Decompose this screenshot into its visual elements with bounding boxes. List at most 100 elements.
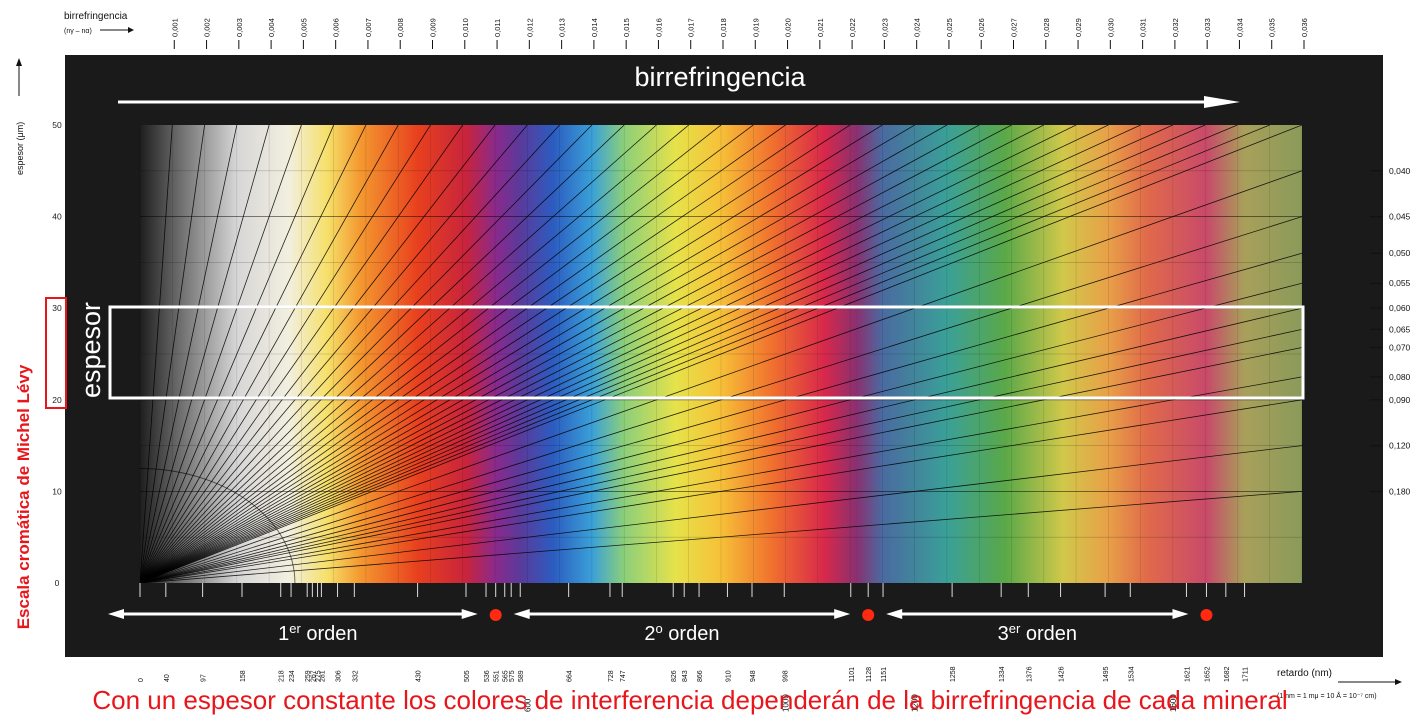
birefringence-line: [140, 125, 980, 583]
right-axis-tick-label: 0,055: [1389, 278, 1411, 288]
top-axis-subtitle: (nγ – nα): [64, 28, 92, 35]
bottom-axis-tick-label: 589: [518, 670, 525, 682]
birefringence-line: [140, 125, 754, 583]
birefringence-line: [140, 125, 689, 583]
order-label: 3er orden: [998, 621, 1077, 645]
right-axis-tick-label: 0,060: [1389, 303, 1411, 313]
birefringence-line: [140, 125, 1012, 583]
top-axis-tick-label: 0,033: [1203, 18, 1212, 37]
bottom-axis-tick-label: 826: [671, 670, 678, 682]
right-axis-tick-label: 0,080: [1389, 372, 1411, 382]
top-axis-tick-label: 0,030: [1106, 18, 1115, 37]
birefringence-line: [140, 491, 1302, 583]
bottom-axis-tick-label: 267: [310, 670, 317, 682]
top-axis-tick-label: 0,011: [493, 19, 502, 37]
top-axis-tick-label: 0,014: [590, 18, 599, 37]
birefringence-line: [140, 125, 528, 583]
top-axis-tick-label: 0,017: [687, 18, 696, 37]
birefringence-line: [140, 125, 625, 583]
birefringence-line: [140, 125, 464, 583]
birefringence-line: [140, 125, 1174, 583]
bottom-axis-tick-label: 1682: [1224, 666, 1231, 682]
bottom-axis-tick-label: 1495: [1103, 666, 1110, 682]
bottom-axis-tick-label: 281: [319, 670, 326, 682]
birefringence-line: [140, 125, 399, 583]
bottom-axis-tick-label: 575: [509, 670, 516, 682]
order-arrowhead-right: [834, 609, 851, 619]
order-boundary-marker: [1200, 609, 1213, 621]
bottom-axis-tick-label: 505: [464, 670, 471, 682]
thickness-band: [108, 305, 1305, 400]
top-axis-tick-label: 0,016: [654, 18, 663, 37]
birefringence-line: [140, 125, 205, 583]
right-axis-ticks: 0,040 0,045 0,050 0,055 0,060 0,065 0,070 0,080…: [1370, 166, 1411, 496]
order-arrowhead-left: [886, 609, 903, 619]
birefringence-line: [140, 125, 915, 583]
y-axis-tick-label: 20: [52, 395, 62, 405]
bottom-axis-tick-label: 1101: [849, 667, 856, 682]
order-label: 1er orden: [278, 621, 357, 645]
bottom-axis-lower-label: 1600: [1169, 694, 1178, 712]
bottom-axis-tick-label: 430: [416, 670, 423, 682]
order-label: 2o orden: [644, 621, 719, 645]
top-axis-tick-label: 0,036: [1300, 18, 1309, 37]
birefringence-arrow-label: birrefringencia: [634, 62, 806, 92]
right-axis-tick-label: 0,090: [1389, 395, 1411, 405]
bottom-axis-tick-label: 1334: [999, 666, 1006, 682]
top-axis-tick-label: 0,001: [170, 18, 179, 37]
birefringence-line: [140, 125, 1109, 583]
x-axis-title: retardo (nm): [1277, 668, 1332, 679]
bottom-axis-tick-label: 1711: [1243, 667, 1250, 682]
bottom-axis-tick-label: 664: [567, 670, 574, 682]
birefringence-line: [140, 125, 238, 583]
top-axis-tick-label: 0,032: [1171, 18, 1180, 37]
top-axis-tick-label: 0,021: [816, 18, 825, 37]
caption: Con un espesor constante los colores de …: [92, 685, 1287, 715]
birefringence-line: [140, 125, 1141, 583]
birefringence-line: [140, 125, 786, 583]
bottom-axis-tick-label: 234: [289, 670, 296, 682]
birefringence-line: [140, 347, 1302, 583]
right-axis-tick-label: 0,050: [1389, 248, 1411, 258]
top-axis-tick-label: 0,018: [719, 18, 728, 37]
bottom-axis-lower-label: 600: [523, 698, 532, 712]
right-axis-tick-label: 0,045: [1389, 212, 1411, 222]
x-axis-footnote: (1 nm = 1 mμ = 10 Å = 10⁻⁷ cm): [1277, 691, 1377, 700]
top-axis-tick-label: 0,022: [848, 18, 857, 37]
bottom-axis-lower-label: 1200: [911, 694, 920, 712]
top-axis-tick-label: 0,029: [1074, 18, 1083, 37]
y-band-highlight: [45, 297, 67, 409]
bottom-axis-tick-label: 747: [620, 670, 627, 682]
birefringence-line: [140, 125, 496, 583]
birefringence-line: [140, 445, 1302, 583]
birefringence-line: [140, 216, 1302, 583]
birefringence-line: [140, 125, 1206, 583]
bottom-axis-tick-label: 1426: [1059, 666, 1066, 682]
bottom-axis-tick-label: 843: [682, 670, 689, 682]
top-axis-tick-label: 0,035: [1268, 18, 1277, 37]
bottom-axis-tick-label: 998: [782, 670, 789, 682]
thickness-label: espesor: [76, 302, 106, 398]
order-arrowhead-right: [1172, 609, 1189, 619]
bottom-axis-tick-label: 259: [305, 670, 312, 682]
top-axis-tick-label: 0,019: [751, 18, 760, 37]
bottom-axis-lower-label: 1000: [782, 694, 791, 712]
bottom-axis-tick-label: 97: [201, 674, 208, 682]
order-arrowhead-left: [108, 609, 124, 619]
bottom-axis-tick-label: 218: [279, 670, 286, 682]
y-axis-title: espesor (μm): [15, 122, 25, 175]
birefringence-line: [140, 125, 657, 583]
birefringence-line: [140, 282, 1302, 583]
birefringence-line: [140, 125, 1077, 583]
bottom-axis-tick-label: 1652: [1204, 666, 1211, 682]
top-axis-tick-label: 0,010: [461, 18, 470, 37]
top-axis-tick-label: 0,023: [880, 18, 889, 37]
top-axis-tick-label: 0,004: [267, 18, 276, 37]
y-axis-tick-label: 0: [55, 578, 60, 588]
order-arrowhead-left: [513, 609, 530, 619]
bottom-axis-tick-label: 551: [494, 670, 501, 682]
bottom-axis-tick-label: 1151: [881, 667, 888, 682]
right-axis-tick-label: 0,065: [1389, 324, 1411, 334]
